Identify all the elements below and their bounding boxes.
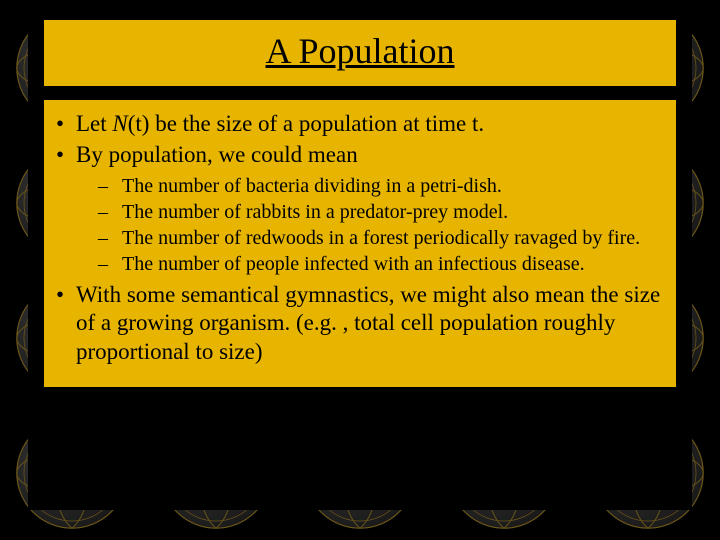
title-panel: A Population (42, 18, 678, 88)
sub-3: The number of redwoods in a forest perio… (76, 226, 664, 251)
bullet-3: With some semantical gymnastics, we migh… (52, 281, 664, 367)
bullet-1: Let N(t) be the size of a population at … (52, 110, 664, 139)
slide-title: A Population (44, 30, 676, 72)
bullet-2: By population, we could mean The number … (52, 141, 664, 277)
sub-1: The number of bacteria dividing in a pet… (76, 174, 664, 199)
sub-list: The number of bacteria dividing in a pet… (76, 174, 664, 277)
slide-content: A Population Let N(t) be the size of a p… (28, 10, 692, 510)
bullet-1-var: N (112, 111, 127, 136)
sub-4: The number of people infected with an in… (76, 252, 664, 277)
bullet-2-text: By population, we could mean (76, 142, 358, 167)
body-panel: Let N(t) be the size of a population at … (42, 98, 678, 389)
sub-2: The number of rabbits in a predator-prey… (76, 200, 664, 225)
bullet-1-post: (t) be the size of a population at time … (128, 111, 484, 136)
bullet-list: Let N(t) be the size of a population at … (52, 110, 664, 367)
bullet-1-pre: Let (76, 111, 112, 136)
